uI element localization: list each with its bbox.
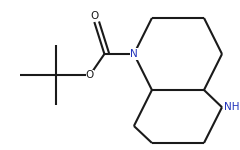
Text: N: N xyxy=(130,49,138,59)
Text: O: O xyxy=(86,70,94,80)
Text: O: O xyxy=(90,11,98,21)
Text: NH: NH xyxy=(224,102,240,112)
